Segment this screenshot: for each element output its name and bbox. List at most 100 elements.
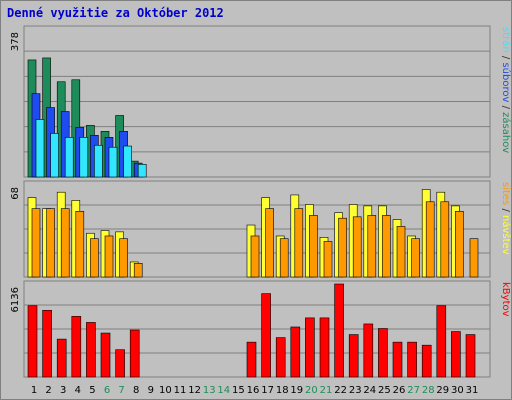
x-tick-day-12: 12 [188, 385, 201, 396]
bar-sites-day-3 [60, 208, 70, 278]
bar-kBytov-day-22 [334, 283, 344, 378]
bar-strán-day-3 [64, 137, 74, 178]
x-tick-day-11: 11 [174, 385, 187, 396]
x-tick-day-27: 27 [407, 385, 420, 396]
bar-strán-day-1 [35, 119, 45, 178]
legend-entry: návštev [500, 215, 512, 255]
x-tick-day-5: 5 [89, 385, 95, 396]
bar-sites-day-24 [367, 215, 377, 278]
bar-sites-day-29 [440, 201, 450, 278]
x-tick-day-10: 10 [159, 385, 172, 396]
bar-strán-day-7 [123, 145, 132, 178]
x-tick-day-23: 23 [349, 385, 362, 396]
x-tick-day-18: 18 [276, 385, 289, 396]
legend-entry: / [500, 205, 511, 215]
bar-sites-day-25 [382, 215, 391, 278]
panel-2-legend: sites / návštev [500, 182, 512, 255]
bar-kBytov-day-16 [246, 341, 257, 378]
bar-kBytov-day-23 [348, 334, 359, 378]
x-tick-day-30: 30 [451, 385, 464, 396]
legend-entry: súborov [500, 62, 512, 102]
x-tick-day-28: 28 [422, 385, 435, 396]
bar-sites-day-21 [323, 241, 333, 278]
x-tick-day-2: 2 [45, 385, 51, 396]
bar-sites-day-4 [75, 211, 85, 278]
x-tick-day-7: 7 [118, 385, 124, 396]
chart-title: Denné využitie za Október 2012 [7, 6, 224, 20]
bar-kBytov-day-30 [451, 331, 461, 378]
x-tick-day-6: 6 [104, 385, 110, 396]
bar-kBytov-day-2 [42, 310, 52, 378]
x-tick-day-15: 15 [232, 385, 245, 396]
bar-kBytov-day-18 [275, 337, 286, 378]
x-tick-day-25: 25 [378, 385, 391, 396]
x-tick-day-14: 14 [217, 385, 230, 396]
x-tick-day-4: 4 [75, 385, 81, 396]
bar-sites-day-26 [396, 226, 406, 278]
bar-sites-day-17 [265, 208, 274, 278]
bar-kBytov-day-21 [319, 317, 330, 378]
bar-sites-day-27 [411, 238, 420, 278]
bar-kBytov-day-29 [436, 305, 447, 378]
x-tick-day-17: 17 [261, 385, 274, 396]
bar-kBytov-day-8 [129, 329, 140, 378]
bar-kBytov-day-4 [71, 316, 82, 378]
bar-kBytov-day-20 [305, 317, 315, 378]
bar-sites-day-22 [338, 217, 347, 278]
legend-entry: / [500, 53, 511, 63]
x-tick-day-16: 16 [247, 385, 260, 396]
bar-kBytov-day-28 [421, 344, 432, 378]
bar-kBytov-day-27 [407, 341, 417, 378]
bar-sites-day-19 [294, 208, 304, 278]
panel-1-max-tick: 378 [10, 32, 21, 51]
bar-kBytov-day-31 [465, 334, 476, 378]
bar-kBytov-day-19 [290, 326, 301, 378]
legend-entry: strán [500, 27, 512, 53]
panel-3-legend: kBytov [500, 282, 511, 317]
x-tick-day-26: 26 [393, 385, 406, 396]
bar-kBytov-day-7 [115, 349, 125, 378]
x-tick-day-24: 24 [363, 385, 376, 396]
bar-sites-day-1 [31, 208, 41, 278]
bar-kBytov-day-25 [378, 328, 388, 378]
bar-sites-day-28 [425, 201, 435, 278]
x-tick-day-22: 22 [334, 385, 347, 396]
bar-sites-day-5 [90, 238, 99, 278]
panel-1-legend: strán / súborov / zásahov [500, 27, 512, 153]
bar-strán-day-5 [94, 144, 103, 178]
x-tick-day-1: 1 [31, 385, 37, 396]
bar-kBytov-day-26 [392, 341, 403, 378]
bar-sites-day-30 [455, 211, 464, 278]
panel-3-max-tick: 6136 [10, 287, 21, 312]
bar-strán-day-6 [108, 146, 118, 178]
bar-strán-day-4 [79, 137, 89, 178]
x-tick-day-9: 9 [148, 385, 154, 396]
bar-strán-day-2 [50, 133, 59, 178]
x-tick-day-20: 20 [305, 385, 318, 396]
bar-sites-day-23 [352, 216, 362, 278]
x-tick-day-21: 21 [320, 385, 333, 396]
bar-sites-day-8 [133, 263, 143, 278]
bar-sites-day-2 [46, 208, 55, 278]
bar-sites-day-16 [250, 235, 260, 278]
legend-entry: zásahov [500, 112, 512, 153]
bar-sites-day-7 [119, 238, 128, 278]
bar-kBytov-day-5 [86, 322, 96, 378]
bar-sites-day-6 [104, 235, 114, 278]
bar-strán-day-8 [137, 164, 147, 178]
bar-kBytov-day-3 [56, 338, 67, 378]
x-tick-day-13: 13 [203, 385, 216, 396]
bar-kBytov-day-1 [27, 305, 38, 378]
x-tick-day-19: 19 [290, 385, 303, 396]
bar-kBytov-day-6 [100, 332, 111, 378]
bar-sites-day-31 [469, 238, 479, 278]
x-tick-day-31: 31 [466, 385, 479, 396]
legend-entry: sites [500, 182, 511, 205]
x-tick-day-8: 8 [133, 385, 139, 396]
x-tick-day-3: 3 [60, 385, 66, 396]
bar-kBytov-day-17 [261, 293, 271, 378]
bar-kBytov-day-24 [363, 323, 374, 378]
x-tick-day-29: 29 [436, 385, 449, 396]
legend-entry: kBytov [500, 282, 511, 317]
